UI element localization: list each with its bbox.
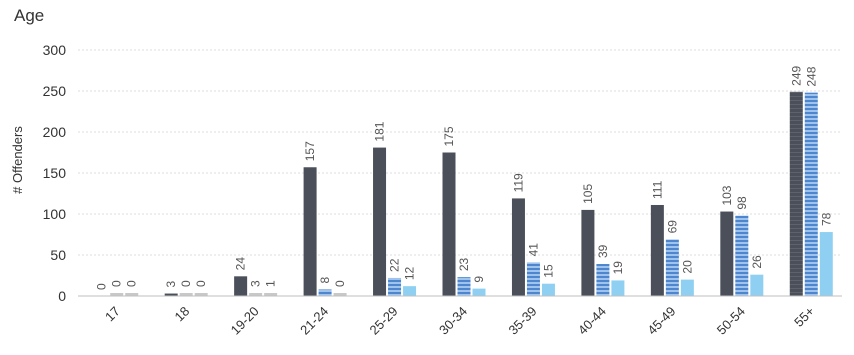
data-label: 119 <box>511 173 525 192</box>
x-tick-label: 35-39 <box>505 304 539 338</box>
bar <box>665 239 679 296</box>
x-tick-label: 30-34 <box>436 304 470 338</box>
x-tick-label: 21-24 <box>297 304 331 338</box>
data-label: 78 <box>819 212 833 226</box>
bar <box>264 293 278 296</box>
y-tick-label: 150 <box>43 165 67 181</box>
data-label: 157 <box>303 141 317 161</box>
y-tick-label: 0 <box>58 288 66 304</box>
bar <box>164 293 178 296</box>
bar <box>442 152 456 296</box>
x-tick-label: 45-49 <box>644 304 678 338</box>
x-tick-label: 40-44 <box>575 304 609 338</box>
bar <box>650 204 664 296</box>
data-label: 181 <box>373 121 387 141</box>
bar <box>194 293 208 296</box>
bar <box>720 211 734 296</box>
data-label: 0 <box>333 280 347 287</box>
data-label: 15 <box>541 264 555 278</box>
data-label: 20 <box>680 260 694 274</box>
data-label: 249 <box>789 65 803 85</box>
bar <box>125 293 139 296</box>
bar <box>526 262 540 296</box>
data-label: 0 <box>179 280 193 287</box>
data-label: 248 <box>804 66 818 86</box>
data-label: 105 <box>581 184 595 204</box>
data-label: 19 <box>611 261 625 275</box>
y-tick-label: 300 <box>43 42 67 58</box>
y-tick-label: 200 <box>43 124 67 140</box>
bar <box>318 289 332 296</box>
data-label: 12 <box>403 266 417 280</box>
data-label: 3 <box>249 280 263 287</box>
bar <box>333 293 347 296</box>
data-label: 0 <box>125 280 139 287</box>
bar <box>750 274 764 296</box>
data-label: 9 <box>472 276 486 283</box>
y-axis-title: # Offenders <box>10 126 25 194</box>
y-tick-label: 100 <box>43 206 67 222</box>
bar <box>234 276 248 296</box>
data-label: 175 <box>442 126 456 146</box>
bar <box>457 277 471 296</box>
bar <box>303 167 317 296</box>
bar <box>680 279 694 296</box>
data-label: 41 <box>526 243 540 257</box>
y-tick-label: 50 <box>50 247 66 263</box>
data-label: 0 <box>110 280 124 287</box>
bar <box>789 91 803 296</box>
bar <box>804 92 818 296</box>
data-label: 39 <box>596 244 610 258</box>
bar <box>541 283 555 296</box>
data-label: 69 <box>665 220 679 234</box>
data-label: 3 <box>164 281 178 288</box>
x-tick-label: 18 <box>171 304 192 325</box>
data-label: 111 <box>650 180 664 199</box>
bar <box>511 198 525 296</box>
x-tick-label: 50-54 <box>714 304 748 338</box>
data-label: 8 <box>318 276 332 283</box>
bar <box>611 280 625 296</box>
bar <box>819 232 833 296</box>
data-label: 22 <box>388 258 402 272</box>
bar <box>403 286 417 296</box>
data-label: 98 <box>735 196 749 210</box>
x-tick-label: 25-29 <box>367 304 401 338</box>
data-label: 23 <box>457 257 471 271</box>
x-tick-label: 55+ <box>791 304 817 330</box>
bar <box>596 264 610 296</box>
bar <box>373 147 387 296</box>
bar <box>388 277 402 296</box>
bar <box>110 293 124 296</box>
x-tick-label: 19-20 <box>228 304 262 338</box>
data-label: 26 <box>750 255 764 269</box>
bar <box>581 209 595 296</box>
data-label: 24 <box>234 257 248 271</box>
chart-title: Age <box>14 6 45 25</box>
data-label: 103 <box>720 185 734 205</box>
bar <box>472 288 486 296</box>
y-tick-label: 250 <box>43 83 67 99</box>
x-tick-label: 17 <box>102 304 123 325</box>
bar <box>735 215 749 296</box>
data-label: 1 <box>264 280 278 287</box>
bar <box>249 293 263 296</box>
bar <box>179 293 193 296</box>
data-label: 0 <box>95 283 109 290</box>
data-label: 0 <box>194 280 208 287</box>
